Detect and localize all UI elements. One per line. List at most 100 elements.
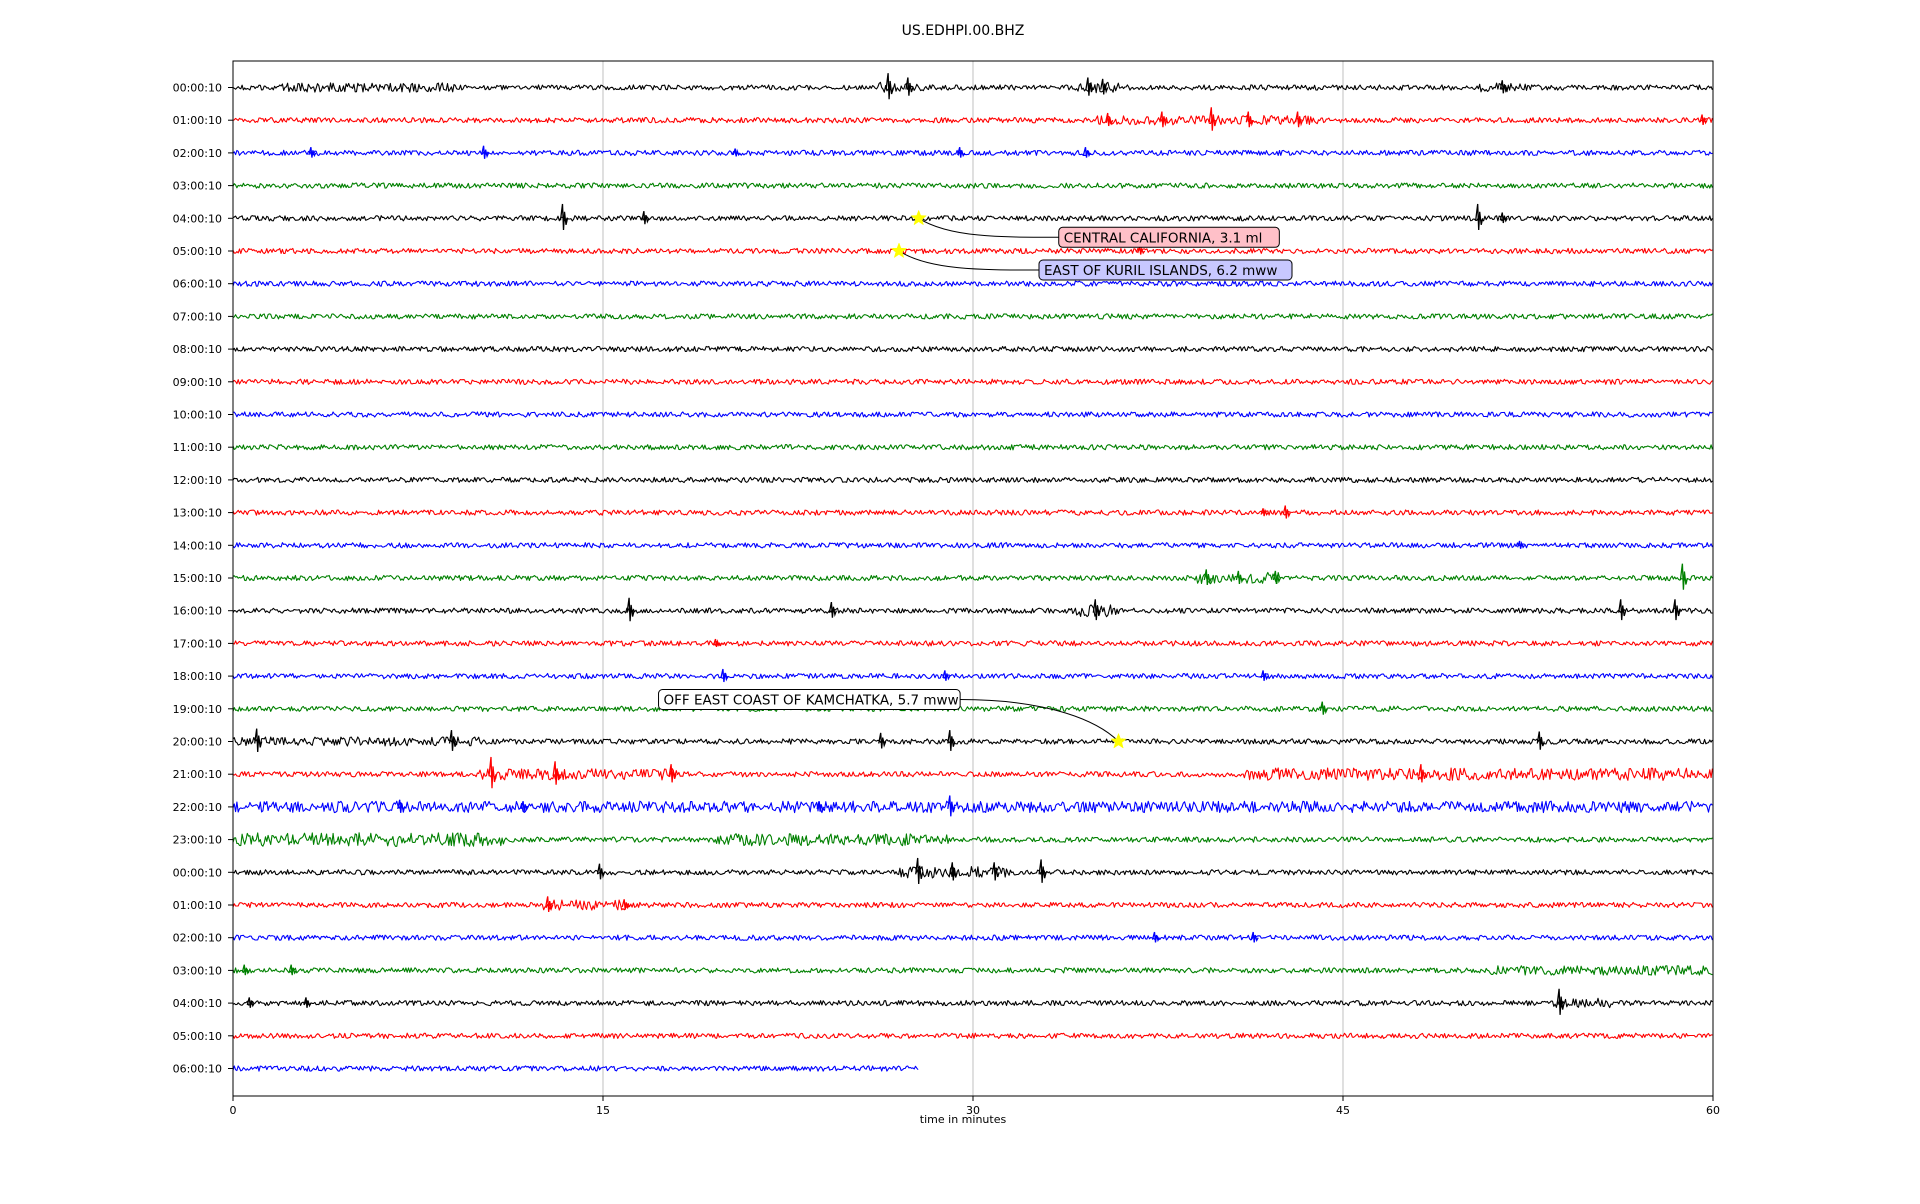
trace-row-22 xyxy=(232,800,1713,814)
trace-row-3 xyxy=(232,182,1713,189)
trace-row-2 xyxy=(232,149,1713,157)
spike-27 xyxy=(1679,563,1689,590)
spike-47 xyxy=(397,799,406,813)
trace-row-8 xyxy=(232,345,1713,353)
x-tick-label-45: 45 xyxy=(1336,1104,1350,1117)
row-label-20: 20:00:10 xyxy=(173,736,222,749)
x-tick-label-30: 30 xyxy=(966,1104,980,1117)
spike-20 xyxy=(1137,246,1146,255)
spike-49 xyxy=(816,801,825,812)
trace-row-18 xyxy=(232,672,1713,680)
spike-18 xyxy=(1475,203,1484,231)
spike-33 xyxy=(712,638,722,648)
trace-row-23 xyxy=(232,832,1713,847)
row-label-25: 01:00:10 xyxy=(173,899,222,912)
spike-13 xyxy=(732,148,741,157)
spike-16 xyxy=(559,203,569,231)
trace-row-14 xyxy=(232,542,1713,549)
spike-11 xyxy=(308,147,317,158)
spike-59 xyxy=(1250,931,1259,943)
spike-2 xyxy=(1085,77,1094,96)
spike-40 xyxy=(878,732,887,749)
row-label-16: 16:00:10 xyxy=(173,605,222,618)
trace-row-19 xyxy=(232,705,1713,712)
trace-row-11 xyxy=(232,444,1713,451)
row-label-15: 15:00:10 xyxy=(173,572,222,585)
spike-28 xyxy=(626,597,635,622)
trace-row-5 xyxy=(232,247,1713,255)
event-label-2: OFF EAST COAST OF KAMCHATKA, 5.7 mww xyxy=(664,693,959,709)
spike-57 xyxy=(621,899,630,910)
trace-row-9 xyxy=(232,378,1713,385)
spike-5 xyxy=(1105,112,1114,127)
row-label-0: 00:00:10 xyxy=(173,82,222,95)
trace-row-24 xyxy=(232,866,1713,879)
spike-63 xyxy=(303,997,312,1008)
spike-55 xyxy=(1038,859,1047,883)
row-label-21: 21:00:10 xyxy=(173,768,222,781)
spike-53 xyxy=(949,862,958,881)
spike-22 xyxy=(1282,505,1291,519)
spike-34 xyxy=(720,668,729,683)
axes-layer: 00:00:10 01:00:10 02:00:10 03:00:10 04:00:10… xyxy=(173,60,1720,1117)
row-label-10: 10:00:10 xyxy=(173,409,222,422)
trace-row-6 xyxy=(232,280,1713,287)
spike-14 xyxy=(957,147,966,158)
spike-24 xyxy=(1203,569,1212,586)
trace-row-15 xyxy=(232,571,1713,585)
event-star-1 xyxy=(890,242,908,259)
spike-46 xyxy=(1418,764,1427,783)
spike-62 xyxy=(246,997,255,1008)
trace-row-0 xyxy=(232,81,1713,94)
row-label-8: 08:00:10 xyxy=(173,343,222,356)
spike-1 xyxy=(905,77,914,96)
trace-row-7 xyxy=(232,313,1713,320)
spike-31 xyxy=(1618,599,1627,621)
row-label-14: 14:00:10 xyxy=(173,539,222,552)
spike-64 xyxy=(1556,988,1565,1015)
spike-7 xyxy=(1208,107,1217,131)
spike-3 xyxy=(1100,78,1109,95)
spike-32 xyxy=(1672,599,1681,621)
row-label-2: 02:00:10 xyxy=(173,147,222,160)
spike-30 xyxy=(1092,599,1101,621)
row-label-19: 19:00:10 xyxy=(173,703,222,716)
annotation-layer: CENTRAL CALIFORNIA, 3.1 ml EAST OF KURIL … xyxy=(658,209,1293,749)
row-label-6: 06:00:10 xyxy=(173,278,222,291)
trace-row-10 xyxy=(233,411,1713,418)
trace-row-16 xyxy=(232,604,1713,618)
row-label-26: 02:00:10 xyxy=(173,932,222,945)
event-connector-1 xyxy=(898,250,1040,271)
spike-35 xyxy=(942,670,951,681)
spike-29 xyxy=(828,601,838,618)
spike-45 xyxy=(668,764,677,783)
row-label-13: 13:00:10 xyxy=(173,507,222,520)
row-label-4: 04:00:10 xyxy=(173,212,222,225)
trace-row-26 xyxy=(232,934,1713,941)
x-tick-label-0: 0 xyxy=(230,1104,237,1117)
spike-8 xyxy=(1245,111,1254,128)
spike-21 xyxy=(1260,508,1269,517)
row-label-3: 03:00:10 xyxy=(173,180,222,193)
spike-37 xyxy=(1319,701,1328,715)
trace-row-17 xyxy=(232,640,1713,647)
spike-51 xyxy=(596,863,606,880)
row-label-18: 18:00:10 xyxy=(173,670,222,683)
row-label-28: 04:00:10 xyxy=(173,997,222,1010)
trace-row-29 xyxy=(232,1032,1713,1039)
event-connector-0 xyxy=(918,217,1059,238)
row-label-1: 01:00:10 xyxy=(173,114,222,127)
x-tick-label-15: 15 xyxy=(596,1104,610,1117)
spike-10 xyxy=(1699,114,1708,125)
trace-row-30 xyxy=(232,1065,919,1072)
spike-36 xyxy=(1260,670,1269,681)
row-label-24: 00:00:10 xyxy=(173,866,222,879)
spike-52 xyxy=(915,857,924,885)
spike-9 xyxy=(1294,111,1304,128)
spike-56 xyxy=(545,896,554,913)
row-label-5: 05:00:10 xyxy=(173,245,222,258)
spike-50 xyxy=(947,795,956,817)
spike-12 xyxy=(480,145,490,159)
